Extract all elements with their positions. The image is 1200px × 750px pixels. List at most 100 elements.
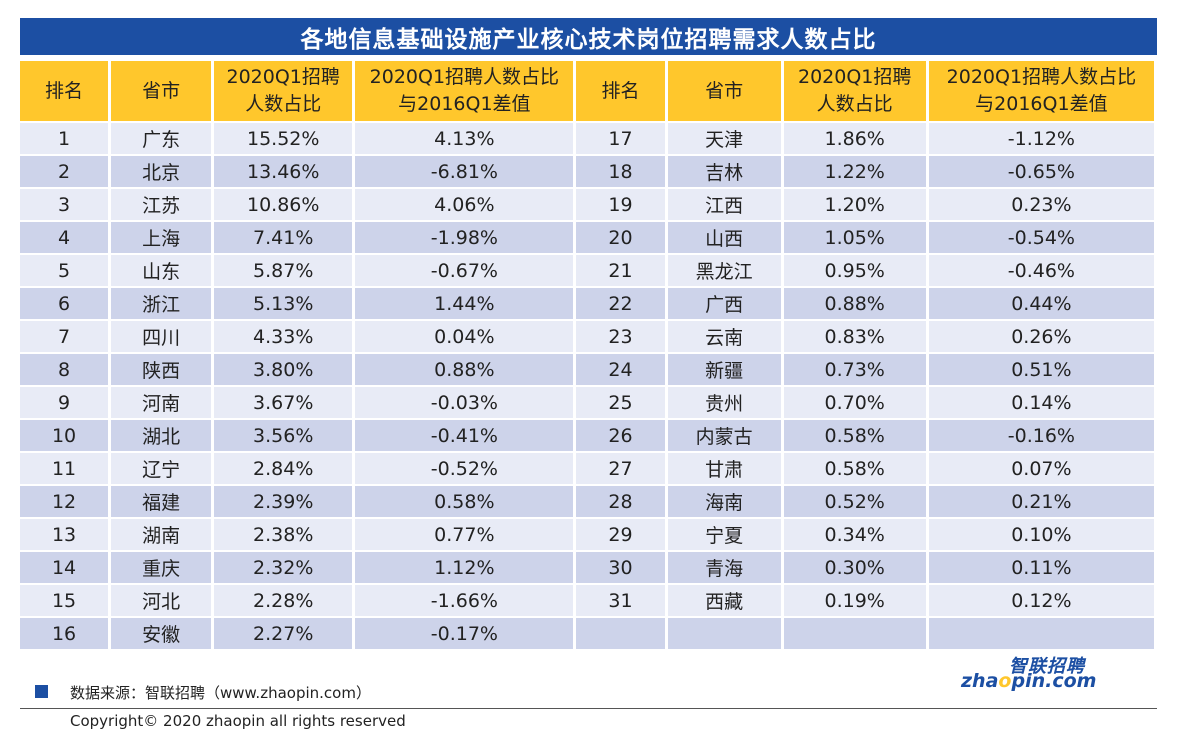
header-rank: 排名: [576, 61, 665, 121]
cell-province: 贵州: [667, 387, 781, 418]
cell-province: 新疆: [667, 354, 781, 385]
table-title: 各地信息基础设施产业核心技术岗位招聘需求人数占比: [20, 18, 1157, 55]
cell-share: 15.52%: [214, 123, 353, 154]
cell-share: 5.87%: [214, 255, 353, 286]
cell-province: 山东: [111, 255, 212, 286]
cell-diff: 1.12%: [355, 552, 574, 583]
cell-province: 湖南: [111, 519, 212, 550]
cell-diff: -0.46%: [928, 255, 1154, 286]
cell-province: 北京: [111, 156, 212, 187]
table-row: 4 上海 7.41% -1.98% 20 山西 1.05% -0.54%: [20, 222, 1154, 253]
logo-cn-text: 智联招聘: [1009, 656, 1085, 677]
cell-share: 0.19%: [783, 585, 926, 616]
cell-share: 13.46%: [214, 156, 353, 187]
cell-rank: 31: [576, 585, 665, 616]
cell-diff: 0.58%: [355, 486, 574, 517]
cell-rank: 2: [20, 156, 109, 187]
cell-province: 西藏: [667, 585, 781, 616]
header-diff: 2020Q1招聘人数占比 与2016Q1差值: [355, 61, 574, 121]
recruitment-share-table: 排名 省市 2020Q1招聘 人数占比 2020Q1招聘人数占比 与2016Q1差值…: [17, 59, 1157, 651]
cell-diff: -0.17%: [355, 618, 574, 649]
cell-rank: 29: [576, 519, 665, 550]
cell-diff: 4.13%: [355, 123, 574, 154]
cell-province: 辽宁: [111, 453, 212, 484]
cell-province: 广西: [667, 288, 781, 319]
cell-diff: -0.52%: [355, 453, 574, 484]
cell-rank: 25: [576, 387, 665, 418]
table-row: 7 四川 4.33% 0.04% 23 云南 0.83% 0.26%: [20, 321, 1154, 352]
cell-diff: 1.44%: [355, 288, 574, 319]
table-row: 11 辽宁 2.84% -0.52% 27 甘肃 0.58% 0.07%: [20, 453, 1154, 484]
cell-diff: 0.44%: [928, 288, 1154, 319]
header-share: 2020Q1招聘 人数占比: [214, 61, 353, 121]
cell-share: 1.05%: [783, 222, 926, 253]
cell-diff: 0.88%: [355, 354, 574, 385]
cell-diff: -1.12%: [928, 123, 1154, 154]
cell-diff: -0.03%: [355, 387, 574, 418]
cell-rank: 26: [576, 420, 665, 451]
cell-share: 2.27%: [214, 618, 353, 649]
cell-share: 10.86%: [214, 189, 353, 220]
cell-share: 3.80%: [214, 354, 353, 385]
cell-rank: 22: [576, 288, 665, 319]
cell-share: 0.34%: [783, 519, 926, 550]
cell-rank: 5: [20, 255, 109, 286]
cell-diff: -0.67%: [355, 255, 574, 286]
cell-province: 上海: [111, 222, 212, 253]
cell-diff: -1.66%: [355, 585, 574, 616]
cell-province: 重庆: [111, 552, 212, 583]
cell-share: 0.30%: [783, 552, 926, 583]
cell-province: 甘肃: [667, 453, 781, 484]
cell-share: 2.32%: [214, 552, 353, 583]
table-row: 14 重庆 2.32% 1.12% 30 青海 0.30% 0.11%: [20, 552, 1154, 583]
cell-share: 7.41%: [214, 222, 353, 253]
cell-diff: -6.81%: [355, 156, 574, 187]
header-province: 省市: [667, 61, 781, 121]
cell-diff: -0.54%: [928, 222, 1154, 253]
table-row: 12 福建 2.39% 0.58% 28 海南 0.52% 0.21%: [20, 486, 1154, 517]
copyright-note: Copyright© 2020 zhaopin all rights reser…: [70, 712, 406, 730]
cell-rank: 3: [20, 189, 109, 220]
cell-diff: [928, 618, 1154, 649]
cell-rank: 24: [576, 354, 665, 385]
cell-province: [667, 618, 781, 649]
table-row: 3 江苏 10.86% 4.06% 19 江西 1.20% 0.23%: [20, 189, 1154, 220]
cell-share: 1.20%: [783, 189, 926, 220]
cell-province: 山西: [667, 222, 781, 253]
cell-rank: 18: [576, 156, 665, 187]
cell-diff: 0.11%: [928, 552, 1154, 583]
table-row: 5 山东 5.87% -0.67% 21 黑龙江 0.95% -0.46%: [20, 255, 1154, 286]
footer-divider: [20, 708, 1157, 709]
cell-rank: 20: [576, 222, 665, 253]
cell-diff: 0.07%: [928, 453, 1154, 484]
cell-diff: 0.12%: [928, 585, 1154, 616]
cell-share: 0.83%: [783, 321, 926, 352]
cell-rank: 10: [20, 420, 109, 451]
cell-province: 福建: [111, 486, 212, 517]
cell-province: 浙江: [111, 288, 212, 319]
cell-rank: 16: [20, 618, 109, 649]
cell-rank: 12: [20, 486, 109, 517]
cell-rank: [576, 618, 665, 649]
cell-rank: 21: [576, 255, 665, 286]
cell-share: 2.84%: [214, 453, 353, 484]
cell-diff: 0.51%: [928, 354, 1154, 385]
cell-province: 陕西: [111, 354, 212, 385]
table-row: 15 河北 2.28% -1.66% 31 西藏 0.19% 0.12%: [20, 585, 1154, 616]
cell-diff: 0.10%: [928, 519, 1154, 550]
cell-share: 0.52%: [783, 486, 926, 517]
cell-diff: 0.04%: [355, 321, 574, 352]
source-marker: [35, 685, 48, 698]
cell-share: 0.58%: [783, 453, 926, 484]
header-share: 2020Q1招聘 人数占比: [783, 61, 926, 121]
cell-rank: 9: [20, 387, 109, 418]
table-row: 6 浙江 5.13% 1.44% 22 广西 0.88% 0.44%: [20, 288, 1154, 319]
cell-province: 天津: [667, 123, 781, 154]
cell-province: 江苏: [111, 189, 212, 220]
cell-diff: -0.41%: [355, 420, 574, 451]
cell-rank: 6: [20, 288, 109, 319]
cell-share: 0.70%: [783, 387, 926, 418]
table-header-row: 排名 省市 2020Q1招聘 人数占比 2020Q1招聘人数占比 与2016Q1差值…: [20, 61, 1154, 121]
cell-province: 广东: [111, 123, 212, 154]
cell-share: 0.88%: [783, 288, 926, 319]
